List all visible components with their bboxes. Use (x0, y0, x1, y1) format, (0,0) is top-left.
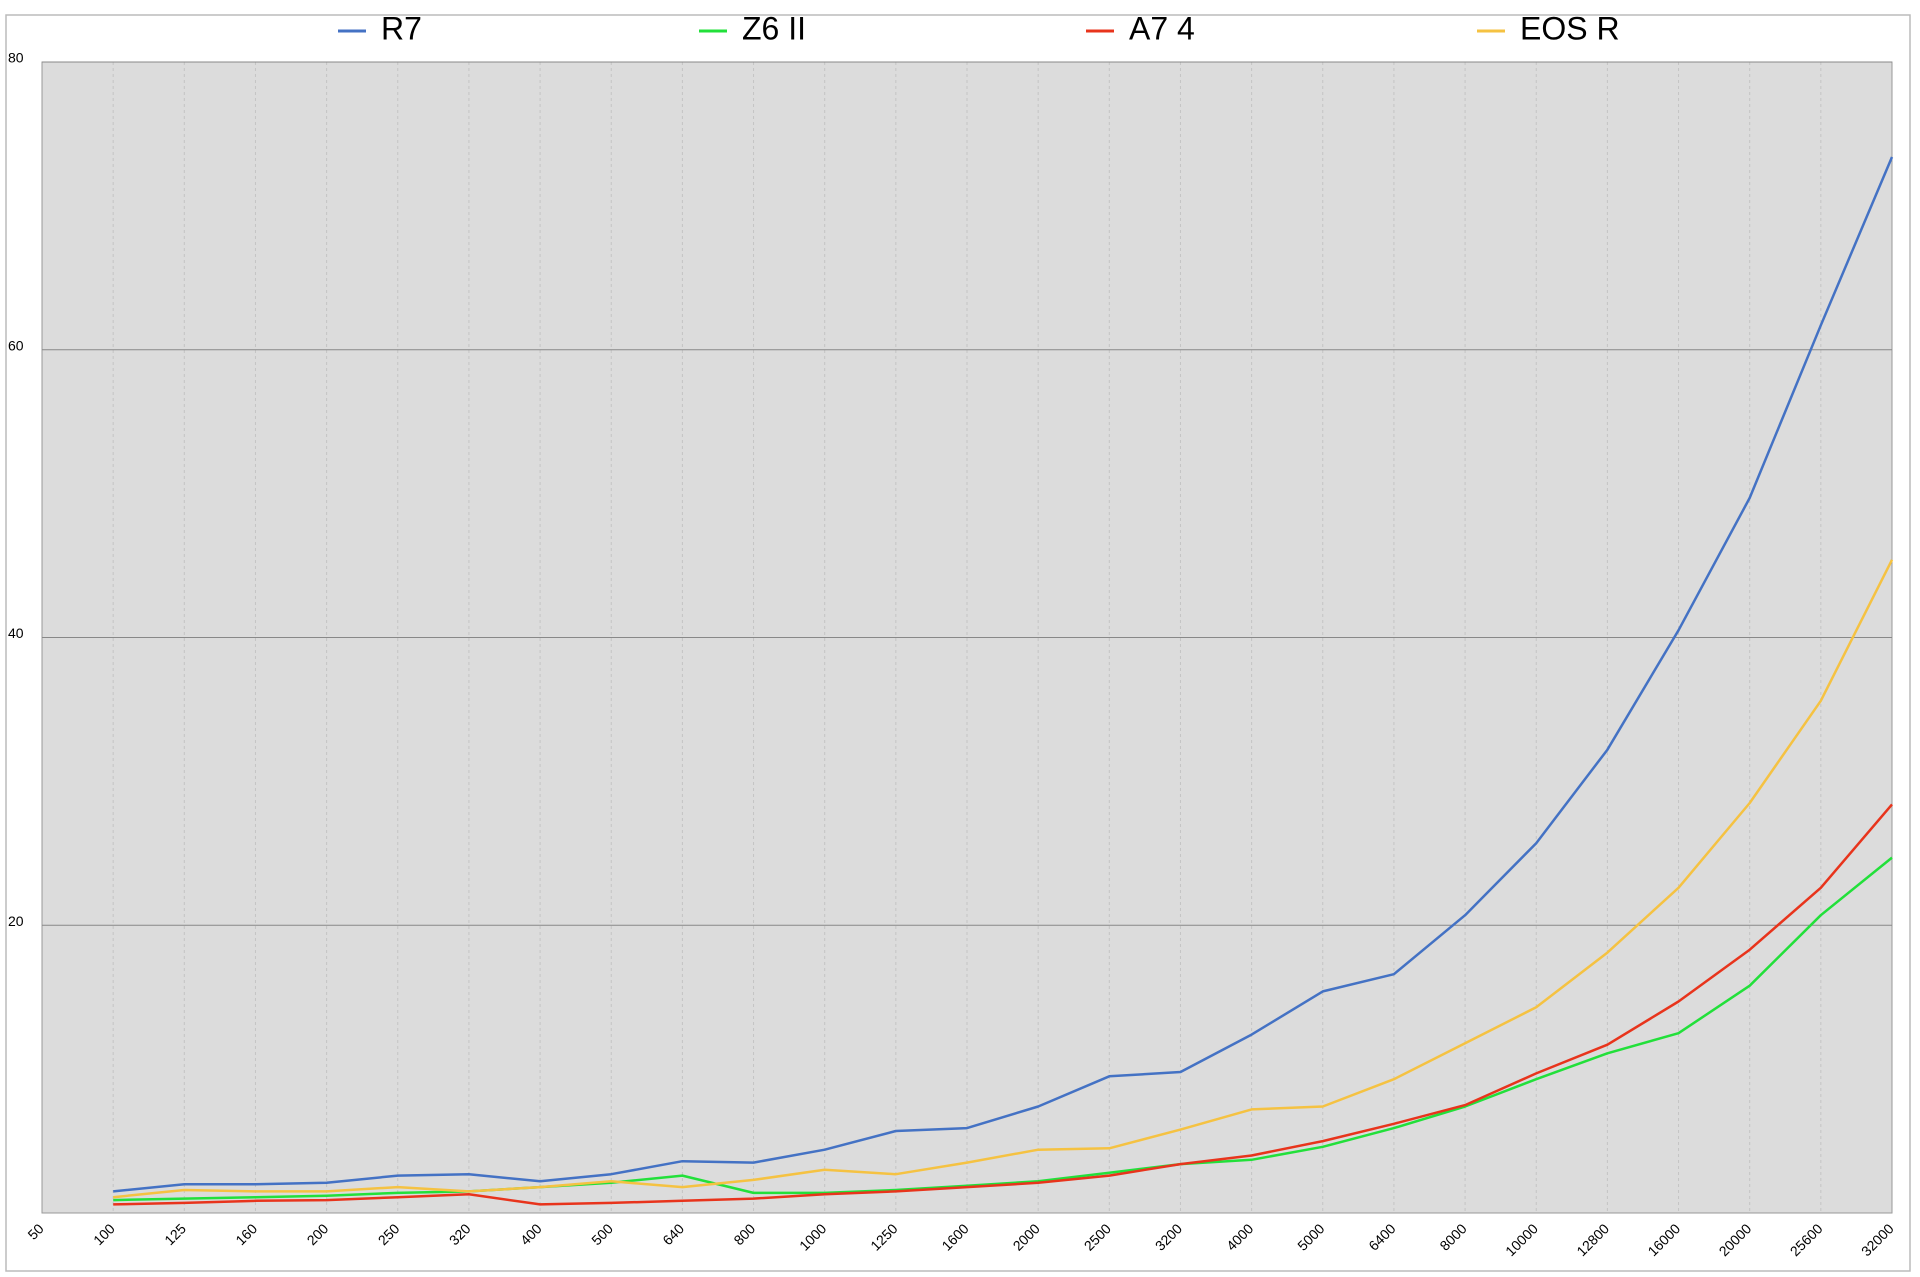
y-tick-label: 20 (8, 913, 24, 929)
series-line (113, 856, 1893, 1202)
legend-label: A7 4 (1129, 10, 1195, 46)
y-tick-label: 40 (8, 625, 24, 641)
series-line (113, 156, 1894, 1193)
series-line (113, 803, 1893, 1206)
y-tick-label: 80 (8, 50, 24, 66)
legend-label: R7 (381, 10, 422, 46)
y-tick-label: 60 (8, 337, 24, 353)
series-line (113, 559, 1894, 1199)
legend-label: EOS R (1520, 10, 1620, 46)
legend-label: Z6 II (742, 10, 806, 46)
